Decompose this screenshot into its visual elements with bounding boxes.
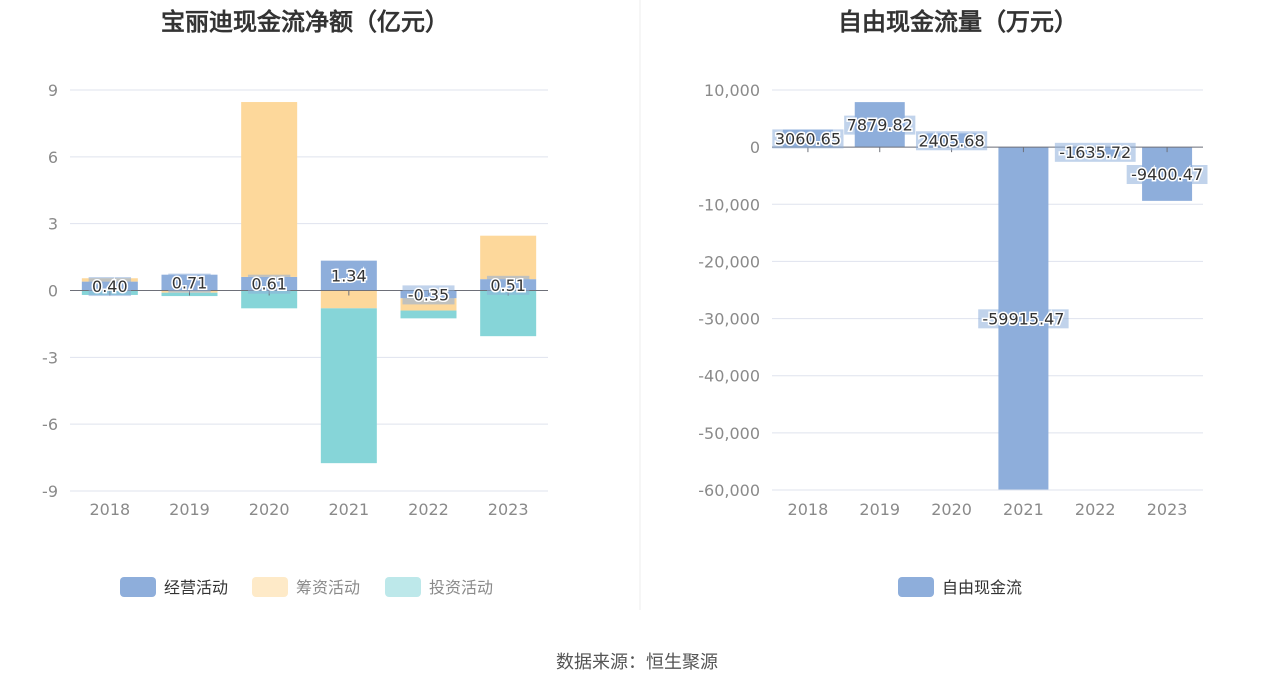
- bar-筹资活动-2021: [320, 290, 377, 309]
- data-label-bg: [1126, 165, 1208, 185]
- data-label-bg: [978, 309, 1069, 329]
- legend-label: 投资活动: [429, 578, 493, 597]
- data-label-bg: [327, 266, 371, 286]
- data-label: -59915.47: [982, 309, 1064, 328]
- x-tick-label: 2020: [931, 500, 972, 519]
- bar-筹资活动-2020: [241, 102, 298, 277]
- data-label-bg: [247, 274, 291, 294]
- data-label: 1.34: [331, 267, 367, 286]
- legend-label: 筹资活动: [296, 578, 360, 597]
- data-label-bg: [168, 273, 211, 293]
- x-tick-label: 2018: [788, 500, 829, 519]
- y-tick-label: 6: [48, 148, 58, 167]
- bar-筹资活动-2023: [480, 235, 537, 280]
- data-label: 0.51: [490, 276, 526, 295]
- data-label: 0.71: [172, 274, 208, 293]
- x-tick-label: 2021: [1003, 500, 1044, 519]
- legend-swatch: [898, 577, 934, 597]
- data-label: 2405.68: [918, 131, 984, 150]
- data-label: 3060.65: [775, 129, 841, 148]
- y-tick-label: -6: [42, 415, 58, 434]
- y-tick-label: -10,000: [698, 195, 760, 214]
- legend-swatch: [120, 577, 156, 597]
- x-tick-label: 2022: [408, 500, 449, 519]
- data-label: -0.35: [408, 285, 449, 304]
- y-tick-label: -50,000: [698, 424, 760, 443]
- data-label-bg: [88, 277, 132, 297]
- y-tick-label: -20,000: [698, 252, 760, 271]
- cash-flow-net-chart: 宝丽迪现金流净额（亿元） 9 6 3 0 -3 -6 -9 2018 2019 2020 2021 20…: [42, 8, 548, 597]
- bar-投资活动-2023: [480, 290, 537, 337]
- y-tick-label: 0: [48, 282, 58, 301]
- data-label: 0.40: [92, 277, 128, 296]
- data-label-bg: [772, 129, 844, 149]
- x-tick-label: 2019: [169, 500, 210, 519]
- y-tick-label: -60,000: [698, 481, 760, 500]
- legend-label: 自由现金流: [942, 578, 1022, 597]
- bar-投资活动-2021: [320, 308, 377, 464]
- data-source: 数据来源：恒生聚源: [556, 652, 718, 673]
- legend-swatch: [385, 577, 421, 597]
- data-label: -1635.72: [1059, 143, 1131, 162]
- data-label-bg: [402, 285, 455, 305]
- y-tick-label: -40,000: [698, 367, 760, 386]
- data-label: -9400.47: [1131, 165, 1203, 184]
- data-label-bg: [844, 115, 916, 135]
- x-tick-label: 2023: [488, 500, 529, 519]
- chart-title: 宝丽迪现金流净额（亿元）: [161, 8, 449, 36]
- x-tick-label: 2019: [859, 500, 900, 519]
- y-tick-label: -9: [42, 482, 58, 501]
- y-tick-label: -3: [42, 348, 58, 367]
- legend-swatch: [252, 577, 288, 597]
- y-tick-label: 0: [750, 138, 760, 157]
- x-tick-label: 2022: [1075, 500, 1116, 519]
- x-tick-label: 2021: [328, 500, 369, 519]
- chart-title: 自由现金流量（万元）: [838, 8, 1078, 36]
- x-tick-label: 2020: [249, 500, 290, 519]
- y-tick-label: 3: [48, 215, 58, 234]
- data-label: 7879.82: [847, 116, 913, 135]
- legend-label: 经营活动: [164, 578, 228, 597]
- free-cash-flow-chart: 自由现金流量（万元） 10,000 0 -10,000 -20,000 -30,000 -4…: [698, 8, 1208, 597]
- data-label-bg: [486, 275, 530, 295]
- x-tick-label: 2018: [89, 500, 130, 519]
- x-tick-label: 2023: [1147, 500, 1188, 519]
- y-tick-label: 10,000: [704, 81, 760, 100]
- data-label-bg: [915, 131, 988, 151]
- data-label-bg: [1054, 142, 1136, 162]
- bar-投资活动-2022: [400, 310, 457, 319]
- y-tick-label: 9: [48, 81, 58, 100]
- y-tick-label: -30,000: [698, 310, 760, 329]
- bar-投资活动-2020: [241, 290, 298, 309]
- data-label: 0.61: [251, 275, 287, 294]
